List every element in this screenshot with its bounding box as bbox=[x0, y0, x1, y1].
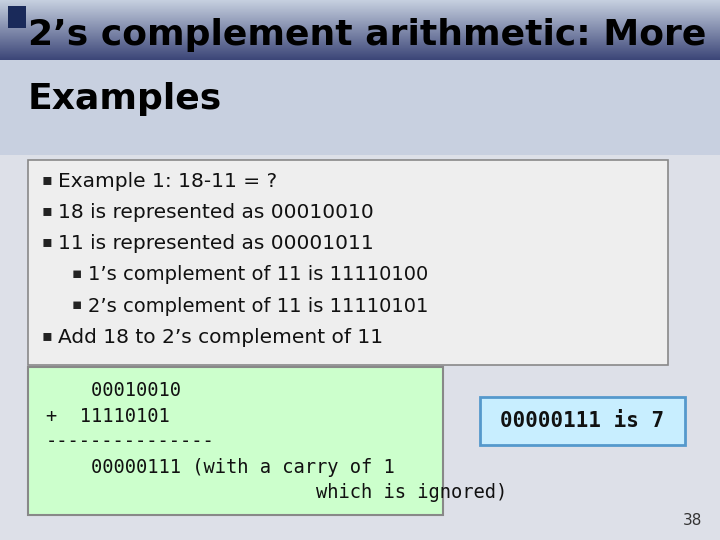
FancyBboxPatch shape bbox=[0, 32, 720, 34]
FancyBboxPatch shape bbox=[0, 35, 720, 36]
FancyBboxPatch shape bbox=[0, 18, 720, 20]
FancyBboxPatch shape bbox=[0, 52, 720, 54]
FancyBboxPatch shape bbox=[0, 49, 720, 50]
Text: 38: 38 bbox=[683, 513, 702, 528]
Text: 00000111 (with a carry of 1: 00000111 (with a carry of 1 bbox=[46, 458, 395, 477]
FancyBboxPatch shape bbox=[0, 50, 720, 51]
FancyBboxPatch shape bbox=[0, 14, 720, 15]
FancyBboxPatch shape bbox=[0, 39, 720, 41]
FancyBboxPatch shape bbox=[480, 397, 685, 445]
FancyBboxPatch shape bbox=[0, 51, 720, 52]
FancyBboxPatch shape bbox=[0, 44, 720, 45]
FancyBboxPatch shape bbox=[0, 30, 720, 31]
FancyBboxPatch shape bbox=[0, 23, 720, 24]
FancyBboxPatch shape bbox=[0, 24, 720, 26]
FancyBboxPatch shape bbox=[0, 51, 720, 53]
FancyBboxPatch shape bbox=[0, 17, 720, 19]
FancyBboxPatch shape bbox=[28, 367, 443, 515]
Text: 11 is represented as 00001011: 11 is represented as 00001011 bbox=[58, 234, 374, 253]
Text: ▪: ▪ bbox=[72, 266, 82, 280]
Text: ---------------: --------------- bbox=[46, 432, 215, 451]
FancyBboxPatch shape bbox=[0, 44, 720, 46]
FancyBboxPatch shape bbox=[0, 29, 720, 30]
Text: 00010010: 00010010 bbox=[46, 381, 181, 400]
Text: Example 1: 18-11 = ?: Example 1: 18-11 = ? bbox=[58, 172, 277, 191]
Text: 1’s complement of 11 is 11110100: 1’s complement of 11 is 11110100 bbox=[88, 266, 428, 285]
FancyBboxPatch shape bbox=[0, 57, 720, 59]
Text: 18 is represented as 00010010: 18 is represented as 00010010 bbox=[58, 203, 374, 222]
FancyBboxPatch shape bbox=[0, 26, 720, 28]
Text: Examples: Examples bbox=[28, 82, 222, 116]
FancyBboxPatch shape bbox=[0, 21, 720, 22]
FancyBboxPatch shape bbox=[0, 0, 720, 1]
FancyBboxPatch shape bbox=[0, 12, 720, 14]
FancyBboxPatch shape bbox=[0, 30, 720, 32]
Text: 00000111 is 7: 00000111 is 7 bbox=[500, 411, 665, 431]
FancyBboxPatch shape bbox=[0, 33, 720, 35]
Text: ▪: ▪ bbox=[72, 296, 82, 312]
Text: which is ignored): which is ignored) bbox=[46, 483, 508, 502]
FancyBboxPatch shape bbox=[0, 37, 720, 39]
FancyBboxPatch shape bbox=[0, 1, 720, 2]
FancyBboxPatch shape bbox=[0, 43, 720, 44]
Text: ▪: ▪ bbox=[42, 234, 53, 249]
FancyBboxPatch shape bbox=[0, 5, 720, 7]
FancyBboxPatch shape bbox=[0, 28, 720, 29]
FancyBboxPatch shape bbox=[0, 17, 720, 18]
FancyBboxPatch shape bbox=[0, 31, 720, 33]
FancyBboxPatch shape bbox=[0, 9, 720, 10]
FancyBboxPatch shape bbox=[0, 25, 720, 27]
FancyBboxPatch shape bbox=[0, 46, 720, 48]
FancyBboxPatch shape bbox=[0, 4, 720, 6]
FancyBboxPatch shape bbox=[0, 57, 720, 58]
FancyBboxPatch shape bbox=[0, 8, 720, 9]
FancyBboxPatch shape bbox=[0, 58, 720, 60]
FancyBboxPatch shape bbox=[0, 42, 720, 43]
Text: +  11110101: + 11110101 bbox=[46, 407, 170, 426]
Text: ▪: ▪ bbox=[42, 172, 53, 187]
FancyBboxPatch shape bbox=[0, 53, 720, 55]
FancyBboxPatch shape bbox=[0, 55, 720, 56]
FancyBboxPatch shape bbox=[0, 16, 720, 17]
FancyBboxPatch shape bbox=[0, 0, 720, 155]
FancyBboxPatch shape bbox=[0, 3, 720, 4]
FancyBboxPatch shape bbox=[0, 10, 720, 11]
Text: Add 18 to 2’s complement of 11: Add 18 to 2’s complement of 11 bbox=[58, 328, 383, 347]
FancyBboxPatch shape bbox=[0, 22, 720, 23]
FancyBboxPatch shape bbox=[0, 38, 720, 40]
FancyBboxPatch shape bbox=[0, 56, 720, 57]
FancyBboxPatch shape bbox=[0, 45, 720, 47]
FancyBboxPatch shape bbox=[0, 11, 720, 13]
FancyBboxPatch shape bbox=[0, 15, 720, 16]
FancyBboxPatch shape bbox=[0, 10, 720, 12]
Text: ▪: ▪ bbox=[42, 328, 53, 343]
FancyBboxPatch shape bbox=[0, 2, 720, 3]
FancyBboxPatch shape bbox=[0, 3, 720, 5]
FancyBboxPatch shape bbox=[0, 6, 720, 8]
Text: 2’s complement arithmetic: More: 2’s complement arithmetic: More bbox=[28, 18, 706, 52]
FancyBboxPatch shape bbox=[0, 48, 720, 49]
FancyBboxPatch shape bbox=[8, 6, 26, 28]
FancyBboxPatch shape bbox=[0, 24, 720, 25]
FancyBboxPatch shape bbox=[28, 160, 668, 365]
Text: ▪: ▪ bbox=[42, 203, 53, 218]
FancyBboxPatch shape bbox=[0, 36, 720, 37]
FancyBboxPatch shape bbox=[0, 19, 720, 21]
Text: 2’s complement of 11 is 11110101: 2’s complement of 11 is 11110101 bbox=[88, 296, 428, 316]
FancyBboxPatch shape bbox=[0, 37, 720, 38]
FancyBboxPatch shape bbox=[0, 40, 720, 42]
